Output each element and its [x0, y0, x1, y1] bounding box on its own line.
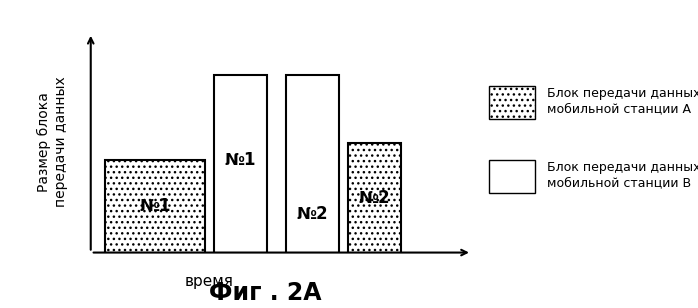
Text: Блок передачи данных
мобильной станции А: Блок передачи данных мобильной станции А [547, 87, 698, 115]
Text: №2: №2 [297, 205, 329, 223]
Bar [105, 160, 205, 253]
Text: №2: №2 [358, 188, 390, 207]
Text: Блок передачи данных
мобильной станции В: Блок передачи данных мобильной станции В [547, 161, 698, 189]
Text: Размер блока
передачи данных: Размер блока передачи данных [37, 76, 68, 207]
Bar [489, 160, 535, 192]
Bar [348, 143, 401, 253]
Text: Фиг . 2А: Фиг . 2А [209, 281, 322, 305]
Bar [286, 75, 339, 253]
Text: время: время [185, 274, 234, 289]
Text: №1: №1 [224, 151, 256, 169]
Text: №1: №1 [139, 197, 171, 215]
Bar [214, 75, 267, 253]
Bar [489, 86, 535, 119]
